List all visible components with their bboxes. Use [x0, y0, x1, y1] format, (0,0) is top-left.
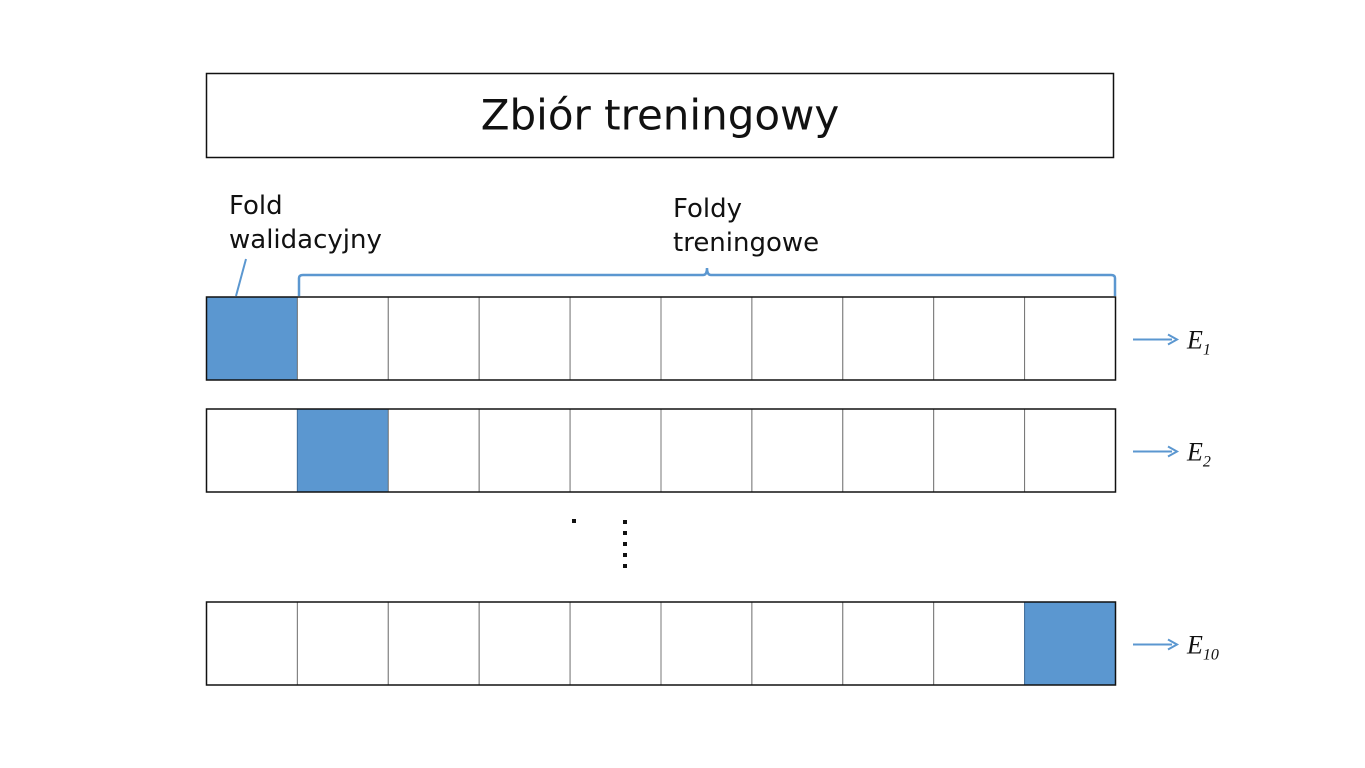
training-fold: [751, 601, 844, 686]
training-fold: [660, 296, 753, 381]
training-fold: [569, 601, 662, 686]
training-fold: [296, 601, 389, 686]
arrow-head: [1167, 445, 1180, 458]
training-fold: [751, 408, 844, 493]
result-subscript: 10: [1203, 647, 1219, 664]
title-box: [205, 72, 1115, 159]
result-label: E10: [1186, 631, 1219, 664]
arrow-head: [1167, 333, 1180, 346]
result-subscript: 1: [1203, 342, 1211, 359]
training-fold: [206, 408, 298, 493]
arrow-head: [1167, 638, 1180, 651]
training-fold: [842, 296, 935, 381]
training-fold: [933, 601, 1026, 686]
result-letter: E: [1186, 326, 1203, 355]
pointer-line: [235, 258, 247, 297]
training-fold: [1024, 408, 1116, 493]
result-subscript: 2: [1203, 454, 1211, 471]
training-fold: [569, 296, 662, 381]
training-fold: [660, 408, 753, 493]
training-label: treningowe: [673, 228, 819, 258]
training-fold: [842, 408, 935, 493]
row-border: [205, 408, 1117, 493]
row-border: [205, 601, 1117, 686]
training-fold: [660, 601, 753, 686]
fold-row: E1: [205, 296, 1211, 381]
validation-fold: [296, 408, 389, 493]
training-fold: [387, 601, 480, 686]
result-letter: E: [1186, 631, 1203, 660]
training-fold: [1024, 296, 1116, 381]
training-fold: [478, 296, 571, 381]
row-border: [205, 296, 1117, 381]
fold-row: E2: [205, 408, 1211, 493]
training-fold: [751, 296, 844, 381]
training-fold: [387, 408, 480, 493]
result-label: E2: [1186, 438, 1211, 471]
training-label: Foldy: [673, 194, 742, 224]
validation-fold: [206, 296, 298, 381]
fold-row: E10: [205, 601, 1219, 686]
validation-label: walidacyjny: [229, 225, 382, 255]
training-fold: [478, 408, 571, 493]
ellipsis: [572, 519, 627, 568]
training-fold: [387, 296, 480, 381]
brace: [297, 267, 1117, 296]
result-label: E1: [1186, 326, 1211, 359]
training-fold: [933, 296, 1026, 381]
training-fold: [296, 296, 389, 381]
training-fold: [842, 601, 935, 686]
validation-fold: [1024, 601, 1116, 686]
training-fold: [569, 408, 662, 493]
training-fold: [478, 601, 571, 686]
result-letter: E: [1186, 438, 1203, 467]
validation-label: Fold: [229, 191, 283, 221]
training-fold: [206, 601, 298, 686]
training-fold: [933, 408, 1026, 493]
title: Zbiór treningowy: [481, 91, 840, 140]
